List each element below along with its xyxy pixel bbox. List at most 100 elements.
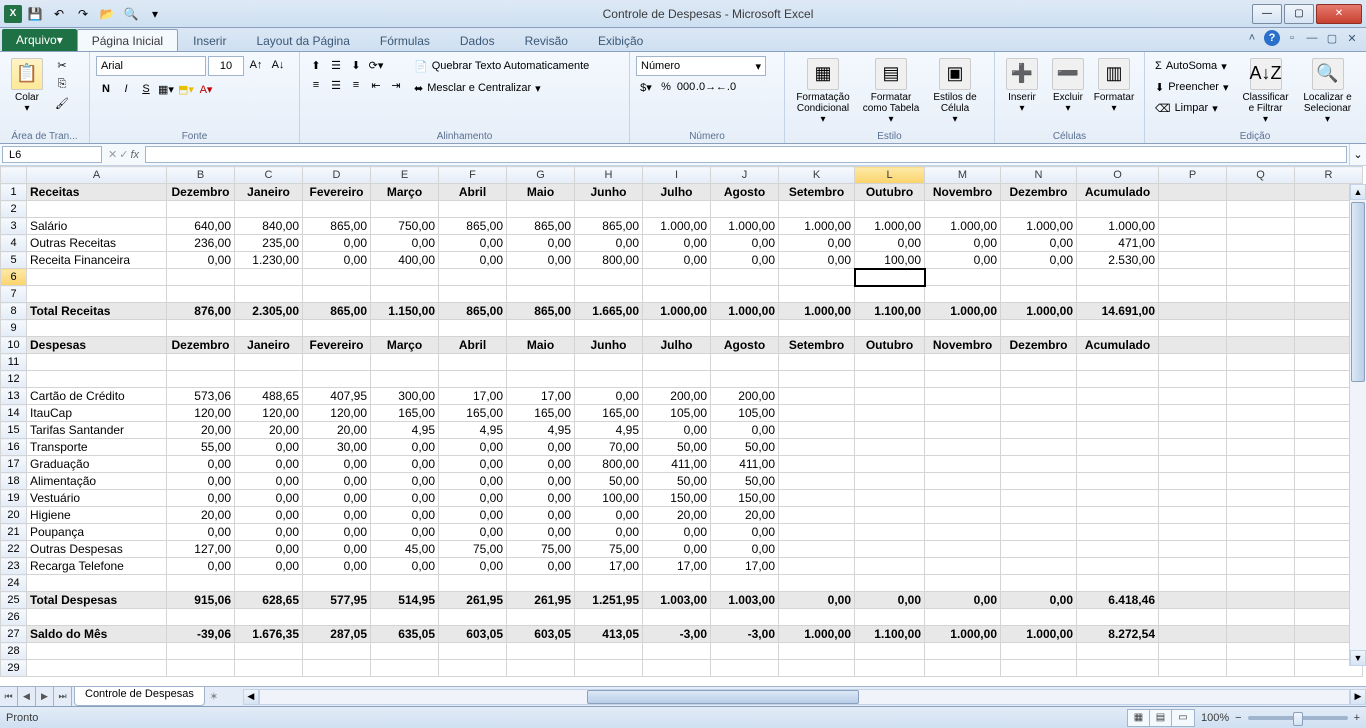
qat-open-button[interactable]: 📂: [96, 3, 118, 25]
format-cells-button[interactable]: ▥Formatar▾: [1093, 56, 1135, 116]
cell[interactable]: [1159, 388, 1227, 405]
cell[interactable]: [643, 643, 711, 660]
cell[interactable]: [1227, 303, 1295, 320]
cell[interactable]: 0,00: [779, 592, 855, 609]
cell[interactable]: 261,95: [507, 592, 575, 609]
cell[interactable]: 105,00: [711, 405, 779, 422]
border-button[interactable]: ▦▾: [156, 80, 176, 98]
cell[interactable]: Dezembro: [167, 337, 235, 354]
cell[interactable]: Setembro: [779, 337, 855, 354]
cell[interactable]: [1159, 507, 1227, 524]
cell[interactable]: [1077, 541, 1159, 558]
row-header[interactable]: 2: [1, 201, 27, 218]
cell[interactable]: [779, 286, 855, 303]
cell[interactable]: [1227, 405, 1295, 422]
cell[interactable]: 20,00: [643, 507, 711, 524]
row-header[interactable]: 1: [1, 184, 27, 201]
cell[interactable]: 1.003,00: [711, 592, 779, 609]
cell[interactable]: [1159, 660, 1227, 677]
currency-button[interactable]: $▾: [636, 78, 656, 96]
cell[interactable]: 4,95: [371, 422, 439, 439]
cell[interactable]: [1001, 490, 1077, 507]
cell[interactable]: [303, 575, 371, 592]
cell[interactable]: Abril: [439, 184, 507, 201]
cell[interactable]: 1.100,00: [855, 303, 925, 320]
align-middle-button[interactable]: ☰: [326, 56, 346, 74]
cell[interactable]: [855, 286, 925, 303]
cell[interactable]: [855, 269, 925, 286]
cell[interactable]: 800,00: [575, 456, 643, 473]
cell[interactable]: [643, 286, 711, 303]
cell[interactable]: 0,00: [439, 558, 507, 575]
cell[interactable]: [643, 371, 711, 388]
cell[interactable]: 55,00: [167, 439, 235, 456]
cell[interactable]: 0,00: [371, 456, 439, 473]
cell[interactable]: [439, 269, 507, 286]
spreadsheet-grid[interactable]: ABCDEFGHIJKLMNOPQR1ReceitasDezembroJanei…: [0, 166, 1363, 677]
cell[interactable]: [779, 609, 855, 626]
cell[interactable]: [1077, 422, 1159, 439]
cut-button[interactable]: ✂: [52, 56, 72, 74]
cell[interactable]: [711, 643, 779, 660]
cell[interactable]: [303, 320, 371, 337]
cell[interactable]: 120,00: [303, 405, 371, 422]
cell[interactable]: [643, 201, 711, 218]
cell[interactable]: 573,06: [167, 388, 235, 405]
cell[interactable]: 165,00: [371, 405, 439, 422]
cell[interactable]: [925, 354, 1001, 371]
cell[interactable]: [27, 609, 167, 626]
cell[interactable]: Despesas: [27, 337, 167, 354]
cell[interactable]: [711, 320, 779, 337]
cell[interactable]: -3,00: [711, 626, 779, 643]
cell[interactable]: [1159, 643, 1227, 660]
minimize-button[interactable]: —: [1252, 4, 1282, 24]
cell[interactable]: Cartão de Crédito: [27, 388, 167, 405]
cell[interactable]: [779, 524, 855, 541]
row-header[interactable]: 28: [1, 643, 27, 660]
cell[interactable]: Outras Despesas: [27, 541, 167, 558]
cell[interactable]: [643, 609, 711, 626]
cell[interactable]: Acumulado: [1077, 184, 1159, 201]
cell[interactable]: 514,95: [371, 592, 439, 609]
column-header[interactable]: J: [711, 167, 779, 184]
cell[interactable]: [303, 286, 371, 303]
cell[interactable]: [711, 371, 779, 388]
format-painter-button[interactable]: 🖌: [52, 94, 72, 112]
cell[interactable]: [1077, 575, 1159, 592]
cell[interactable]: [1001, 456, 1077, 473]
italic-button[interactable]: I: [116, 80, 136, 98]
cell[interactable]: 1.000,00: [855, 218, 925, 235]
page-layout-button[interactable]: ▤: [1150, 710, 1172, 726]
cell[interactable]: 17,00: [575, 558, 643, 575]
cell[interactable]: [1001, 371, 1077, 388]
cell[interactable]: 411,00: [711, 456, 779, 473]
cell[interactable]: 865,00: [303, 218, 371, 235]
cell[interactable]: Março: [371, 184, 439, 201]
cell[interactable]: [1227, 201, 1295, 218]
cell[interactable]: [167, 201, 235, 218]
cell[interactable]: [855, 320, 925, 337]
cell[interactable]: 0,00: [167, 524, 235, 541]
new-sheet-button[interactable]: ✶: [205, 687, 223, 706]
cell[interactable]: 0,00: [167, 473, 235, 490]
cell[interactable]: 4,95: [575, 422, 643, 439]
cell[interactable]: [1077, 269, 1159, 286]
cell[interactable]: [507, 609, 575, 626]
qat-save-button[interactable]: 💾: [24, 3, 46, 25]
cell[interactable]: [711, 201, 779, 218]
row-header[interactable]: 6: [1, 269, 27, 286]
cell[interactable]: 865,00: [439, 303, 507, 320]
cell[interactable]: 1.251,95: [575, 592, 643, 609]
cell[interactable]: [1077, 439, 1159, 456]
cell[interactable]: 1.100,00: [855, 626, 925, 643]
cell[interactable]: [371, 269, 439, 286]
cell[interactable]: 1.000,00: [925, 218, 1001, 235]
clear-button[interactable]: ⌫ Limpar ▾: [1151, 98, 1233, 118]
qat-undo-button[interactable]: ↶: [48, 3, 70, 25]
expand-formula-button[interactable]: ⌄: [1349, 144, 1366, 165]
cell[interactable]: [1227, 456, 1295, 473]
cell[interactable]: Junho: [575, 337, 643, 354]
cell[interactable]: [1159, 405, 1227, 422]
cell[interactable]: Vestuário: [27, 490, 167, 507]
cell[interactable]: [235, 286, 303, 303]
